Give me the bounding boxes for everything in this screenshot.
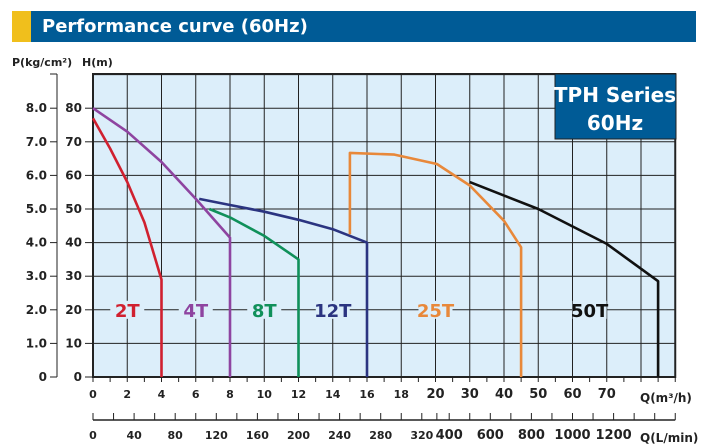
y-axis-label-head: H(m) [82,56,113,69]
pressure-tick-label: 6.0 [26,168,47,182]
x-tick-label: 18 [394,388,409,401]
pressure-tick-label: 1.0 [26,336,47,350]
pressure-tick-label: 4.0 [26,236,47,250]
y-tick-label: 20 [65,303,82,317]
x-tick-label: 10 [257,388,273,401]
secondary-tick-label: 200 [287,429,310,442]
series-label-4T: 4T [183,301,209,322]
y-tick-label: 50 [65,202,82,216]
secondary-tick-label: 1000 [554,428,590,443]
secondary-tick-label: 120 [205,429,228,442]
series-label-25T: 25T [417,301,455,322]
x-tick-label: 70 [598,387,616,402]
badge-line1: TPH Series [554,83,676,107]
series-label-12T: 12T [314,301,352,322]
x-tick-label: 4 [158,388,166,401]
pressure-tick-label: 0 [39,370,47,384]
y-tick-label: 70 [65,135,82,149]
series-label-bg [418,300,453,319]
x-tick-label: 60 [563,387,581,402]
secondary-tick-label: 80 [168,429,184,442]
series-label-bg [247,300,282,319]
x-tick-label: 14 [325,388,341,401]
series-line-12T [198,197,369,377]
series-badge: TPH Series 60Hz [554,73,677,140]
series-label-8T: 8T [252,301,278,322]
secondary-tick-label: 160 [246,429,269,442]
secondary-tick-label: 600 [477,428,504,443]
series-label-bg [178,300,213,319]
x-tick-label: 50 [529,387,547,402]
series-label-50T: 50T [571,301,609,322]
y-tick-label: 30 [65,269,82,283]
y-tick-label: 80 [65,101,82,115]
series-line-8T [208,207,300,377]
secondary-tick-label: 400 [436,428,463,443]
y-tick-label: 40 [65,236,82,250]
secondary-tick-label: 240 [328,429,351,442]
pressure-tick-label: 2.0 [26,303,47,317]
y-tick-label: 60 [65,168,82,182]
header-accent [12,11,31,42]
y-tick-label: 10 [65,336,82,350]
x-tick-label: 16 [359,388,375,401]
header-bar [31,11,696,42]
series-label-bg [110,300,145,319]
y-axis-label-pressure: P(kg/cm²) [12,56,72,69]
x-tick-label: 8 [226,388,234,401]
x-tick-label: 40 [495,387,513,402]
y-tick-label: 0 [74,370,82,384]
series-line-2T [91,117,163,377]
pressure-tick-label: 7.0 [26,135,47,149]
page-title: Performance curve (60Hz) [42,16,308,37]
x-tick-label: 20 [426,387,444,402]
secondary-tick-label: 1200 [596,428,632,443]
secondary-tick-label: 0 [89,429,97,442]
badge-line2: 60Hz [587,111,643,135]
x-tick-label: 6 [192,388,200,401]
x-axis-label-secondary: Q(L/min) [640,431,698,445]
x-tick-label: 2 [123,388,131,401]
pressure-tick-label: 5.0 [26,202,47,216]
series-line-25T [348,151,523,377]
series-label-bg [572,300,607,319]
series-label-2T: 2T [115,301,141,322]
series-line-4T [92,107,232,377]
x-axis-label: Q(m³/h) [640,391,692,405]
secondary-tick-label: 280 [369,429,392,442]
x-tick-label: 30 [461,387,479,402]
pressure-tick-label: 3.0 [26,269,47,283]
secondary-tick-label: 40 [126,429,142,442]
secondary-tick-label: 800 [518,428,545,443]
series-line-50T [469,180,660,377]
series-label-bg [315,300,350,319]
x-tick-label: 0 [89,388,97,401]
x-tick-label: 12 [291,388,306,401]
secondary-tick-label: 320 [410,429,433,442]
pressure-tick-label: 8.0 [26,101,47,115]
